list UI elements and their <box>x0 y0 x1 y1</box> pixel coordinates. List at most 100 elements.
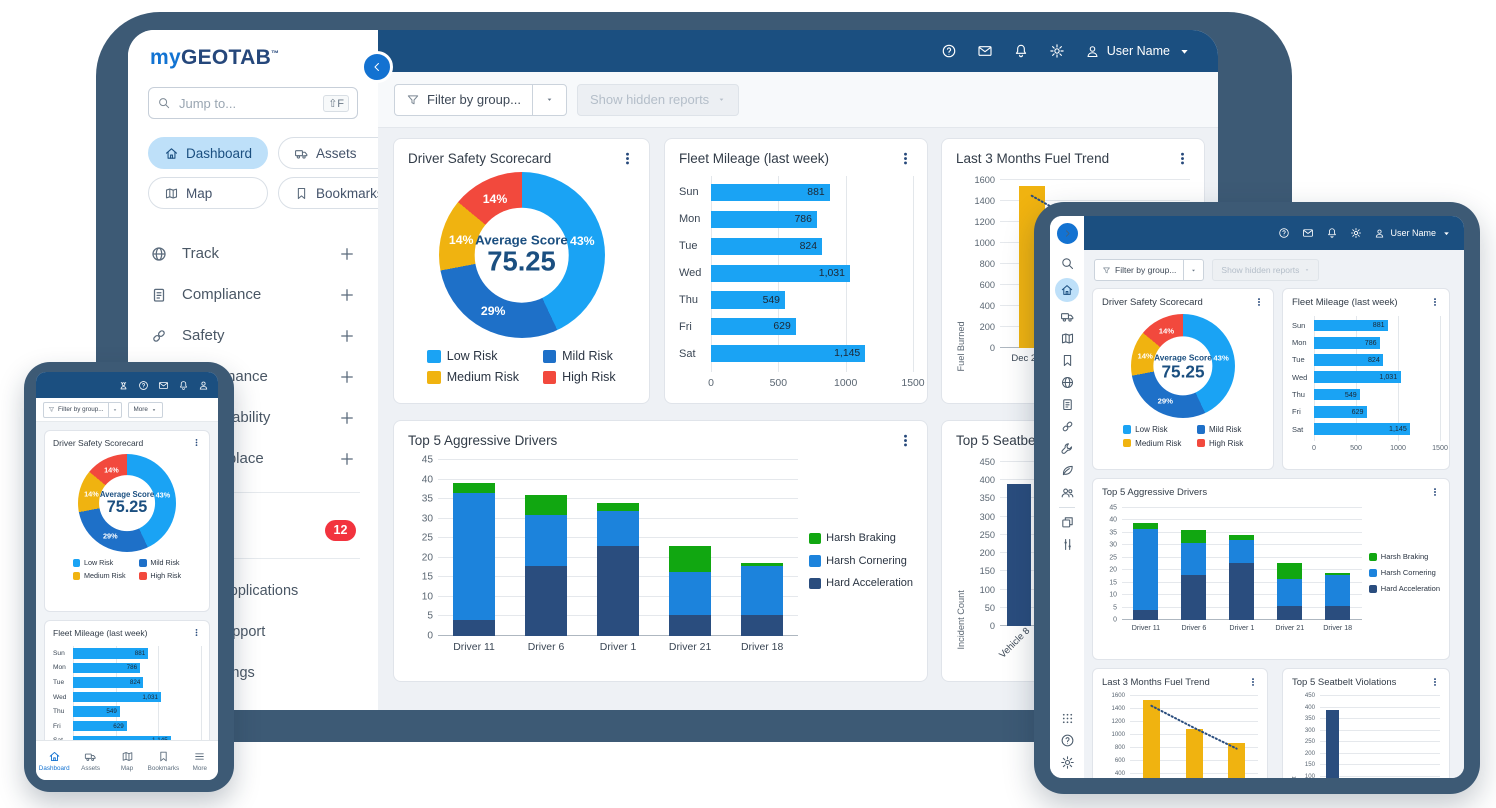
x-axis-label: Driver 1 <box>599 641 637 653</box>
sliders-icon[interactable] <box>1060 537 1075 552</box>
help-icon[interactable] <box>1060 733 1075 748</box>
filter-by-group-dropdown[interactable]: Filter by group... <box>1094 259 1205 281</box>
sidebar-item-safety[interactable]: Safety <box>128 315 378 356</box>
dropdown-caret[interactable] <box>107 402 121 417</box>
bell-icon[interactable] <box>1013 43 1029 59</box>
sidebar-collapse-button[interactable] <box>361 51 393 83</box>
search-input[interactable] <box>177 94 318 112</box>
card-title: Fleet Mileage (last week) <box>1292 297 1398 308</box>
caret-down-icon <box>1190 267 1197 274</box>
y-axis-title: Incident Count <box>1292 696 1298 778</box>
expand-plus-icon[interactable] <box>338 368 356 386</box>
leaf-icon[interactable] <box>1060 463 1075 478</box>
kebab-menu-icon[interactable] <box>898 151 913 166</box>
sidebar-item-compliance[interactable]: Compliance <box>128 274 378 315</box>
org-icon[interactable] <box>118 380 129 391</box>
clipboard-icon[interactable] <box>1060 397 1075 412</box>
bell-icon[interactable] <box>178 380 189 391</box>
bar-row: Wed 1,031 <box>679 264 913 282</box>
user-icon[interactable] <box>198 380 209 391</box>
user-menu[interactable]: User Name <box>1374 228 1452 239</box>
legend-item: High Risk <box>1196 439 1243 448</box>
logo-trademark: ™ <box>271 49 280 58</box>
sidebar-item-map[interactable]: Map <box>148 177 269 209</box>
dropdown-caret[interactable] <box>531 84 566 115</box>
bar <box>597 460 640 636</box>
show-hidden-reports-button[interactable]: Show hidden reports <box>1212 259 1320 281</box>
mail-icon[interactable] <box>977 43 993 59</box>
filter-by-group-dropdown[interactable]: Filter by group... <box>394 83 567 116</box>
bar-row: Sun 881 <box>679 183 913 201</box>
kebab-menu-icon[interactable] <box>1254 297 1264 307</box>
kebab-menu-icon[interactable] <box>898 433 913 448</box>
expand-plus-icon[interactable] <box>338 327 356 345</box>
kebab-menu-icon[interactable] <box>1430 297 1440 307</box>
gear-icon[interactable] <box>1350 227 1362 239</box>
truck-icon[interactable] <box>1060 309 1075 324</box>
donut-chart: Average Score 75.25 43% 29% 14% 14% Low Risk Mi… <box>408 166 635 384</box>
map-icon[interactable] <box>1060 331 1075 346</box>
caret-down-icon <box>545 95 554 104</box>
bar <box>1325 508 1351 620</box>
chart-legend: Low Risk Mild Risk Medium Risk High Risk <box>427 349 616 384</box>
more-button[interactable]: More <box>127 401 163 418</box>
kebab-menu-icon[interactable] <box>1430 487 1440 497</box>
kebab-menu-icon[interactable] <box>192 628 201 637</box>
donut-percent-label: 29% <box>102 531 118 541</box>
filter-by-group-dropdown[interactable]: Filter by group... <box>43 401 122 418</box>
expand-plus-icon[interactable] <box>338 409 356 427</box>
show-hidden-reports-button[interactable]: Show hidden reports <box>576 83 740 116</box>
nav-item-bookmarks[interactable]: Bookmarks <box>145 741 181 780</box>
tablet-dashboard: Filter by group... Show hidden reports D… <box>1084 250 1464 778</box>
globe-icon[interactable] <box>1060 375 1075 390</box>
gear-icon[interactable] <box>1060 755 1075 770</box>
kebab-menu-icon[interactable] <box>1175 151 1190 166</box>
card-header: Last 3 Months Fuel Trend <box>1102 677 1258 688</box>
wrench-icon[interactable] <box>1060 441 1075 456</box>
user-menu[interactable]: User Name <box>1085 44 1192 59</box>
jump-to-search[interactable]: ⇧F <box>148 87 358 119</box>
bell-icon[interactable] <box>1326 227 1338 239</box>
nav-item-more[interactable]: More <box>182 741 218 780</box>
bookmark-icon[interactable] <box>1060 353 1075 368</box>
sidebar-expand-button[interactable] <box>1054 221 1080 246</box>
kebab-menu-icon[interactable] <box>192 438 201 447</box>
expand-plus-icon[interactable] <box>338 245 356 263</box>
nav-item-map[interactable]: Map <box>109 741 145 780</box>
filter-bar: Filter by group... More <box>36 398 218 422</box>
dropdown-caret[interactable] <box>1183 260 1203 280</box>
help-icon[interactable] <box>1278 227 1290 239</box>
kebab-menu-icon[interactable] <box>620 151 635 166</box>
gear-icon[interactable] <box>1049 43 1065 59</box>
x-axis-label: Driver 11 <box>453 641 495 653</box>
help-icon[interactable] <box>941 43 957 59</box>
search-icon[interactable] <box>1060 256 1075 271</box>
mail-icon[interactable] <box>158 380 169 391</box>
grid-dots-icon[interactable] <box>1060 711 1075 726</box>
kebab-menu-icon[interactable] <box>1248 677 1258 687</box>
donut-center: Average Score 75.25 <box>474 207 569 303</box>
donut-chart: Average Score 75.25 43% 29% 14% 14% Low Risk Mi… <box>53 448 201 580</box>
people-icon[interactable] <box>1060 485 1075 500</box>
kebab-menu-icon[interactable] <box>1430 677 1440 687</box>
windows-icon[interactable] <box>1060 515 1075 530</box>
donut-percent-label: 14% <box>482 191 508 206</box>
bar-row: Mon 786 <box>679 210 913 228</box>
donut-percent-label: 14% <box>84 489 99 499</box>
nav-item-dashboard[interactable]: Dashboard <box>36 741 72 780</box>
card-seatbelt-violations: Top 5 Seatbelt Violations Incident Count… <box>1282 668 1450 778</box>
expand-plus-icon[interactable] <box>338 450 356 468</box>
rail-item-dashboard[interactable] <box>1055 278 1079 302</box>
sidebar-item-dashboard[interactable]: Dashboard <box>148 137 269 169</box>
chain-link-icon[interactable] <box>1060 419 1075 434</box>
card-fleet-mileage: Fleet Mileage (last week) Sun 881 Mon 786 Tu… <box>1282 288 1450 470</box>
sidebar-item-track[interactable]: Track <box>128 233 378 274</box>
help-icon[interactable] <box>138 380 149 391</box>
home-icon <box>1060 283 1074 297</box>
mail-icon[interactable] <box>1302 227 1314 239</box>
x-axis-label: Driver 21 <box>668 641 712 653</box>
expand-plus-icon[interactable] <box>338 286 356 304</box>
donut-percent-label: 43% <box>569 234 595 249</box>
nav-item-assets[interactable]: Assets <box>72 741 108 780</box>
